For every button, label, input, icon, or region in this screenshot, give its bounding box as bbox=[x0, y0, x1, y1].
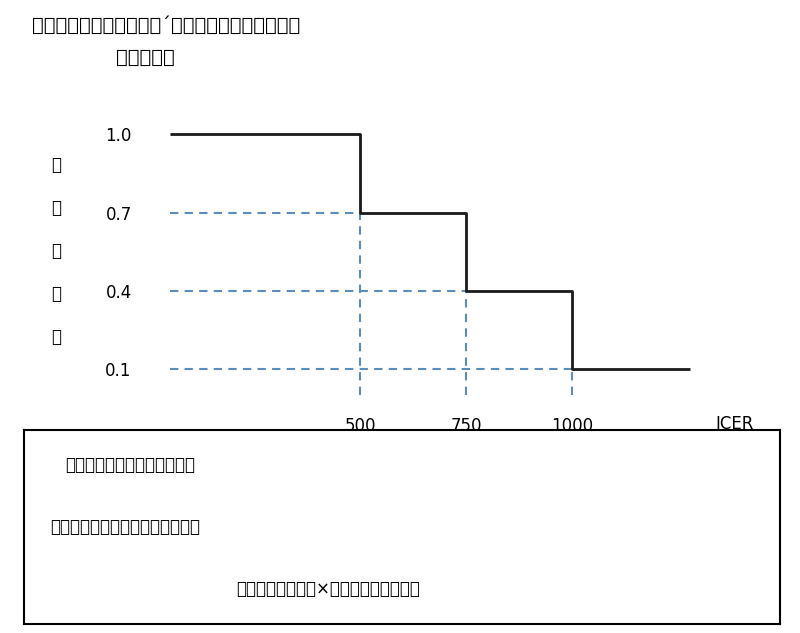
Text: ICER: ICER bbox=[716, 415, 754, 433]
Text: 整: 整 bbox=[51, 285, 61, 303]
Text: 率: 率 bbox=[51, 328, 61, 346]
Text: 格: 格 bbox=[51, 199, 61, 216]
Text: 図３　価格調整の仕組み´）（有用性系加算等の価: 図３ 価格調整の仕組み´）（有用性系加算等の価 bbox=[32, 16, 300, 35]
Text: ＝　価格調整前の有用性系加算等: ＝ 価格調整前の有用性系加算等 bbox=[50, 518, 201, 536]
Text: 格調整率）: 格調整率） bbox=[116, 47, 174, 66]
Text: 価: 価 bbox=[51, 156, 61, 173]
Text: －有用性系加算等×（１－価格調整率）: －有用性系加算等×（１－価格調整率） bbox=[236, 580, 419, 598]
Text: 価格調整後の有用性系加算等: 価格調整後の有用性系加算等 bbox=[66, 456, 195, 474]
Text: 調: 調 bbox=[51, 242, 61, 260]
